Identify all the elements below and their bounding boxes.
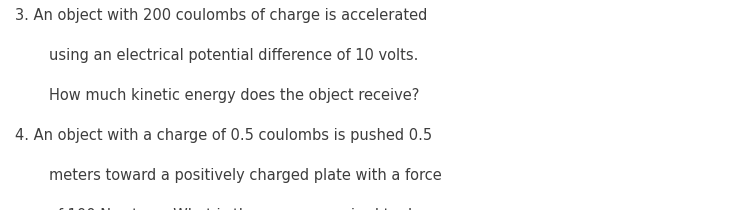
Text: 4. An object with a charge of 0.5 coulombs is pushed 0.5: 4. An object with a charge of 0.5 coulom… — [15, 128, 432, 143]
Text: 3. An object with 200 coulombs of charge is accelerated: 3. An object with 200 coulombs of charge… — [15, 8, 427, 23]
Text: How much kinetic energy does the object receive?: How much kinetic energy does the object … — [49, 88, 419, 103]
Text: of 100 Newtons. What is the energy required to do: of 100 Newtons. What is the energy requi… — [49, 208, 421, 210]
Text: meters toward a positively charged plate with a force: meters toward a positively charged plate… — [49, 168, 442, 183]
Text: using an electrical potential difference of 10 volts.: using an electrical potential difference… — [49, 48, 419, 63]
